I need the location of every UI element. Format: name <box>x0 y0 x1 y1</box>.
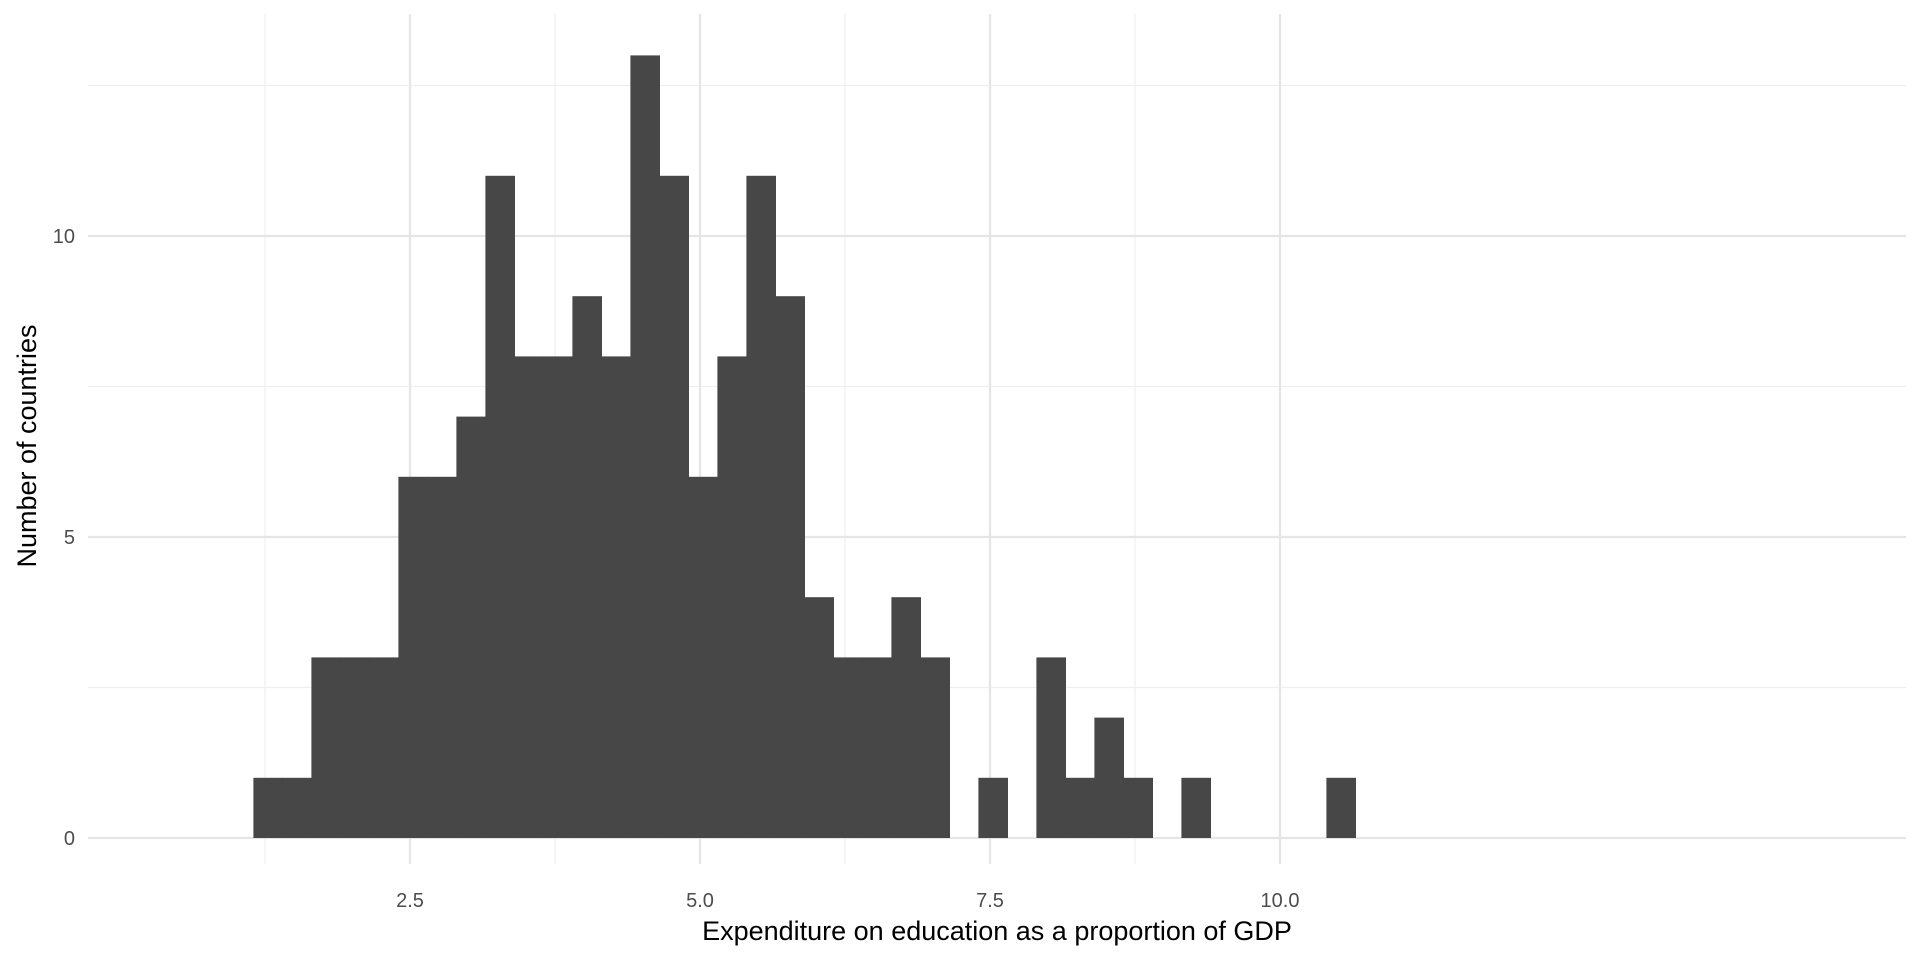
histogram-bar <box>601 356 631 838</box>
histogram-bar <box>1123 777 1153 838</box>
histogram-bar <box>340 657 370 838</box>
grid-lines <box>88 14 1906 864</box>
histogram-bar <box>862 657 892 838</box>
y-axis-tick-labels: 0 5 10 <box>53 226 75 850</box>
histogram-bar <box>920 657 950 838</box>
histogram-bar <box>1094 717 1124 838</box>
histogram-bar <box>514 356 544 838</box>
x-tick-label: 7.5 <box>976 890 1004 912</box>
histogram-bar <box>485 175 515 839</box>
histogram-bar <box>1036 657 1066 838</box>
x-tick-label: 5.0 <box>686 890 714 912</box>
histogram-bar <box>688 476 718 838</box>
histogram-bar <box>717 356 747 838</box>
x-tick-label: 2.5 <box>396 890 424 912</box>
histogram-bar <box>891 597 921 838</box>
histogram-bar <box>978 777 1008 838</box>
histogram-bar <box>1065 777 1095 838</box>
histogram-bar <box>282 777 312 838</box>
x-tick-label: 10.0 <box>1261 890 1300 912</box>
x-axis-title: Expenditure on education as a proportion… <box>702 916 1292 946</box>
histogram-bar <box>427 476 457 838</box>
histogram-bar <box>398 476 428 838</box>
histogram-bar <box>659 175 689 839</box>
histogram-bar <box>543 356 573 838</box>
histogram-bar <box>804 597 834 838</box>
y-axis-title: Number of countries <box>12 324 42 567</box>
y-tick-label: 0 <box>64 828 75 850</box>
histogram-bar <box>630 55 660 838</box>
histogram-bar <box>572 296 602 838</box>
histogram-bar <box>833 657 863 838</box>
histogram-bar <box>1326 777 1356 838</box>
y-tick-label: 5 <box>64 527 75 549</box>
histogram-bars <box>253 55 1356 839</box>
histogram-bar <box>456 416 486 838</box>
histogram-bar <box>775 296 805 838</box>
histogram-bar <box>369 657 399 838</box>
histogram-bar <box>311 657 341 838</box>
y-tick-label: 10 <box>53 226 75 248</box>
histogram-bar <box>253 777 283 838</box>
x-axis-tick-labels: 2.5 5.0 7.5 10.0 <box>396 890 1299 912</box>
histogram-bar <box>1181 777 1211 838</box>
histogram-bar <box>746 175 776 839</box>
